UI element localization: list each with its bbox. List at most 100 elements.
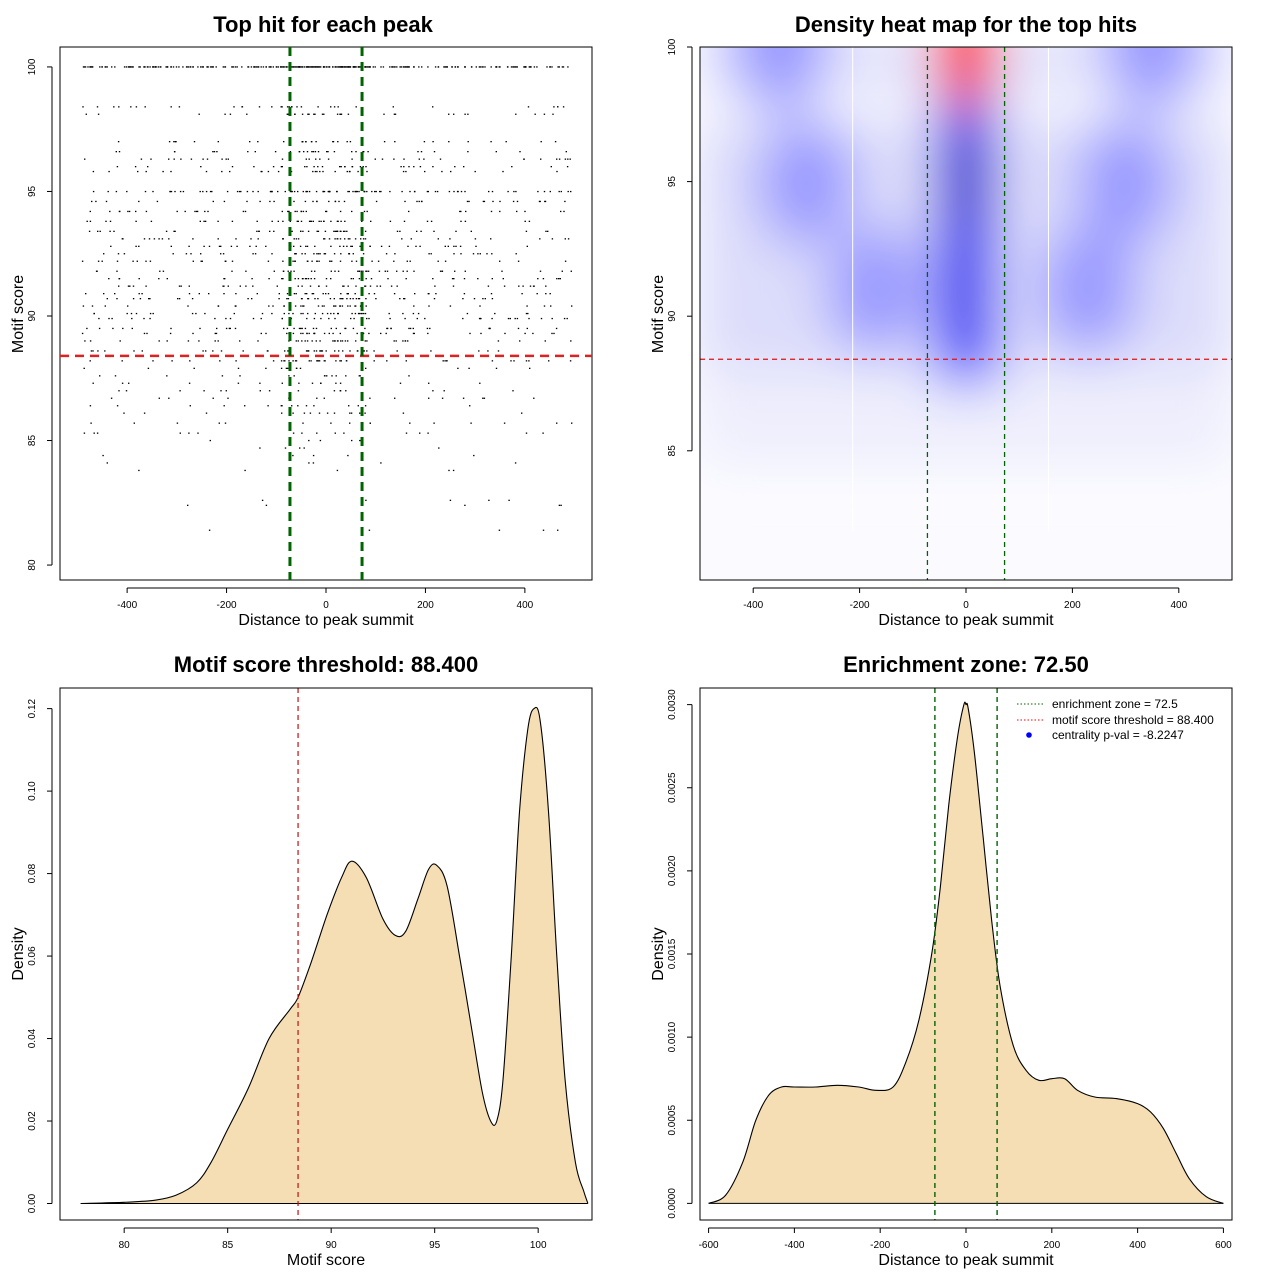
- scatter-point: [560, 210, 562, 213]
- scatter-point: [525, 230, 528, 232]
- scatter-point: [338, 66, 340, 68]
- score-density-line: [80, 706, 589, 1205]
- scatter-point: [312, 462, 315, 464]
- scatter-point: [550, 305, 552, 307]
- scatter-point: [495, 66, 497, 68]
- scatter-point: [222, 253, 225, 255]
- scatter-point: [321, 305, 324, 307]
- scatter-point: [377, 260, 380, 262]
- scatter-point: [386, 360, 388, 362]
- scatter-point: [314, 245, 316, 247]
- scatter-point: [571, 305, 573, 307]
- scatter-point: [307, 230, 310, 232]
- scatter-point: [170, 190, 173, 193]
- scatter-point: [361, 312, 363, 315]
- scatter-point: [332, 141, 335, 143]
- scatter-point: [312, 293, 315, 295]
- scatter-point: [302, 305, 304, 307]
- scatter-point: [475, 245, 477, 247]
- scatter-point: [315, 327, 318, 330]
- distance-density-title: Enrichment zone: 72.50: [843, 652, 1089, 677]
- scatter-point: [247, 298, 249, 300]
- scatter-point: [144, 66, 146, 68]
- scatter-point: [305, 245, 307, 247]
- scatter-point: [533, 397, 535, 399]
- scatter-point: [434, 190, 437, 193]
- scatter-point: [467, 151, 469, 153]
- scatter-point: [390, 285, 393, 287]
- scatter-point: [90, 350, 93, 352]
- scatter-point: [328, 66, 331, 68]
- scatter-point: [516, 66, 518, 68]
- scatter-point: [114, 66, 116, 68]
- scatter-point: [343, 432, 345, 434]
- scatter-point: [350, 245, 352, 247]
- scatter-point: [454, 270, 456, 272]
- scatter-point: [344, 230, 346, 232]
- scatter-point: [516, 210, 518, 213]
- scatter-point: [112, 327, 114, 330]
- scatter-point: [252, 285, 254, 287]
- scatter-point: [334, 66, 336, 68]
- scatter-point: [340, 253, 342, 255]
- scatter-point: [479, 305, 481, 307]
- score-density-x-tick-label: 95: [429, 1240, 441, 1251]
- scatter-point: [338, 350, 340, 352]
- scatter-point: [122, 327, 124, 330]
- scatter-point: [189, 405, 191, 407]
- scatter-point: [116, 298, 118, 300]
- scatter-point: [419, 245, 421, 247]
- scatter-point: [101, 260, 103, 262]
- scatter-point: [149, 260, 152, 262]
- scatter-point: [404, 298, 406, 300]
- scatter-point: [443, 66, 445, 68]
- scatter-point: [473, 298, 476, 300]
- scatter-point: [354, 305, 356, 307]
- scatter-point: [514, 462, 517, 464]
- scatter-point: [236, 66, 238, 68]
- scatter-point: [429, 327, 431, 330]
- scatter-point: [239, 340, 241, 342]
- scatter-point: [486, 253, 488, 255]
- scatter-point: [131, 317, 133, 320]
- scatter-point: [337, 270, 340, 272]
- scatter-point: [205, 170, 208, 173]
- scatter-point: [343, 66, 345, 68]
- scatter-point: [289, 151, 292, 153]
- scatter-point: [252, 317, 255, 320]
- scatter-point: [84, 158, 86, 160]
- scatter-point: [365, 270, 367, 272]
- scatter-point: [363, 350, 365, 352]
- scatter-point: [223, 293, 225, 295]
- scatter-point: [548, 360, 550, 362]
- scatter-point: [352, 327, 355, 330]
- scatter-point: [225, 327, 228, 330]
- scatter-point: [225, 390, 227, 392]
- scatter-point: [393, 260, 395, 262]
- scatter-point: [448, 190, 451, 193]
- scatter-point: [286, 106, 289, 108]
- scatter-point: [111, 66, 113, 68]
- scatter-point: [206, 66, 208, 68]
- scatter-point: [211, 190, 213, 193]
- scatter-point: [434, 285, 436, 287]
- scatter-point: [478, 66, 481, 68]
- scatter-point: [295, 238, 298, 240]
- scatter-point: [229, 317, 232, 320]
- scatter-point: [336, 190, 338, 193]
- scatter-point: [399, 382, 402, 384]
- distance-density-y-tick-label: 0.0005: [667, 1105, 678, 1136]
- scatter-point: [395, 340, 397, 342]
- scatter-point: [202, 190, 204, 193]
- scatter-point: [327, 190, 329, 193]
- scatter-point: [141, 350, 143, 352]
- scatter-point: [349, 141, 352, 143]
- scatter-point: [423, 158, 425, 160]
- scatter-point: [231, 260, 234, 262]
- scatter-point: [365, 367, 367, 369]
- scatter-point: [427, 432, 429, 434]
- scatter-point: [239, 285, 241, 287]
- scatter-point: [385, 253, 388, 255]
- scatter-point: [394, 141, 396, 143]
- scatter-point: [316, 200, 318, 203]
